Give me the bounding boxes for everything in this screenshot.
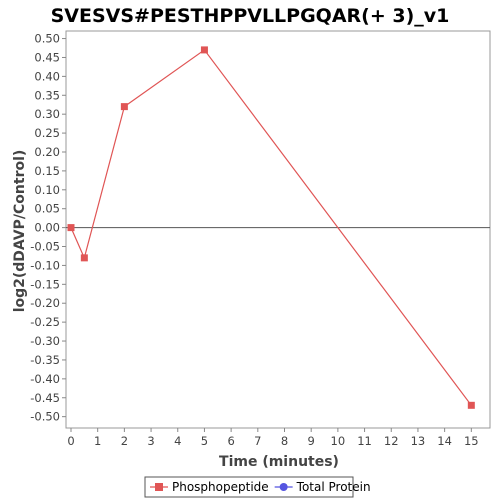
legend: Phosphopeptide Total Protein [145, 477, 371, 497]
data-point [468, 402, 475, 409]
legend-label: Total Protein [296, 480, 371, 494]
legend-marker [280, 483, 288, 491]
y-tick-label: -0.40 [30, 372, 60, 386]
data-point [121, 103, 128, 110]
data-point [68, 224, 75, 231]
x-tick-label: 4 [174, 434, 181, 448]
legend-marker [155, 483, 163, 491]
y-tick-label: 0.10 [34, 183, 60, 197]
x-tick-label: 10 [331, 434, 346, 448]
legend-label: Phosphopeptide [172, 480, 269, 494]
y-tick-label: 0.40 [34, 69, 60, 83]
y-tick-label: 0.05 [34, 202, 60, 216]
x-tick-label: 1 [94, 434, 101, 448]
plot-frame [66, 31, 490, 428]
y-tick-label: -0.35 [30, 353, 60, 367]
y-tick-label: 0.30 [34, 107, 60, 121]
x-tick-label: 2 [121, 434, 128, 448]
y-tick-label: -0.30 [30, 334, 60, 348]
y-tick-label: -0.50 [30, 410, 60, 424]
x-tick-label: 11 [357, 434, 372, 448]
y-axis-label: log2(dDAVP/Control) [12, 150, 28, 313]
y-tick-label: 0.35 [34, 88, 60, 102]
y-tick-label: -0.45 [30, 391, 60, 405]
y-tick-label: 0.15 [34, 164, 60, 178]
x-tick-label: 7 [254, 434, 261, 448]
y-tick-label: 0.25 [34, 126, 60, 140]
data-point [81, 254, 88, 261]
y-tick-label: -0.05 [30, 240, 60, 254]
y-tick-label: 0.00 [34, 221, 60, 235]
y-tick-label: -0.25 [30, 315, 60, 329]
y-tick-label: -0.10 [30, 258, 60, 272]
x-tick-label: 5 [201, 434, 208, 448]
y-tick-label: 0.50 [34, 32, 60, 46]
data-point [201, 46, 208, 53]
chart-title: SVESVS#PESTHPPVLLPGQAR(+ 3)_v1 [51, 5, 450, 27]
plot-area: 0.50 0.45 0.40 0.35 0.30 0.25 0.20 0.15 0.10 0.05… [30, 31, 490, 448]
x-tick-label: 9 [308, 434, 315, 448]
x-tick-label: 0 [67, 434, 74, 448]
x-tick-label: 8 [281, 434, 288, 448]
x-tick-label: 6 [227, 434, 234, 448]
y-tick-label: -0.20 [30, 296, 60, 310]
x-tick-label: 15 [464, 434, 479, 448]
x-tick-label: 13 [411, 434, 426, 448]
y-tick-label: 0.20 [34, 145, 60, 159]
x-tick-label: 14 [437, 434, 452, 448]
x-tick-label: 3 [147, 434, 154, 448]
x-tick-label: 12 [384, 434, 399, 448]
x-axis-label: Time (minutes) [219, 454, 339, 470]
y-tick-label: -0.15 [30, 277, 60, 291]
y-tick-label: 0.45 [34, 50, 60, 64]
